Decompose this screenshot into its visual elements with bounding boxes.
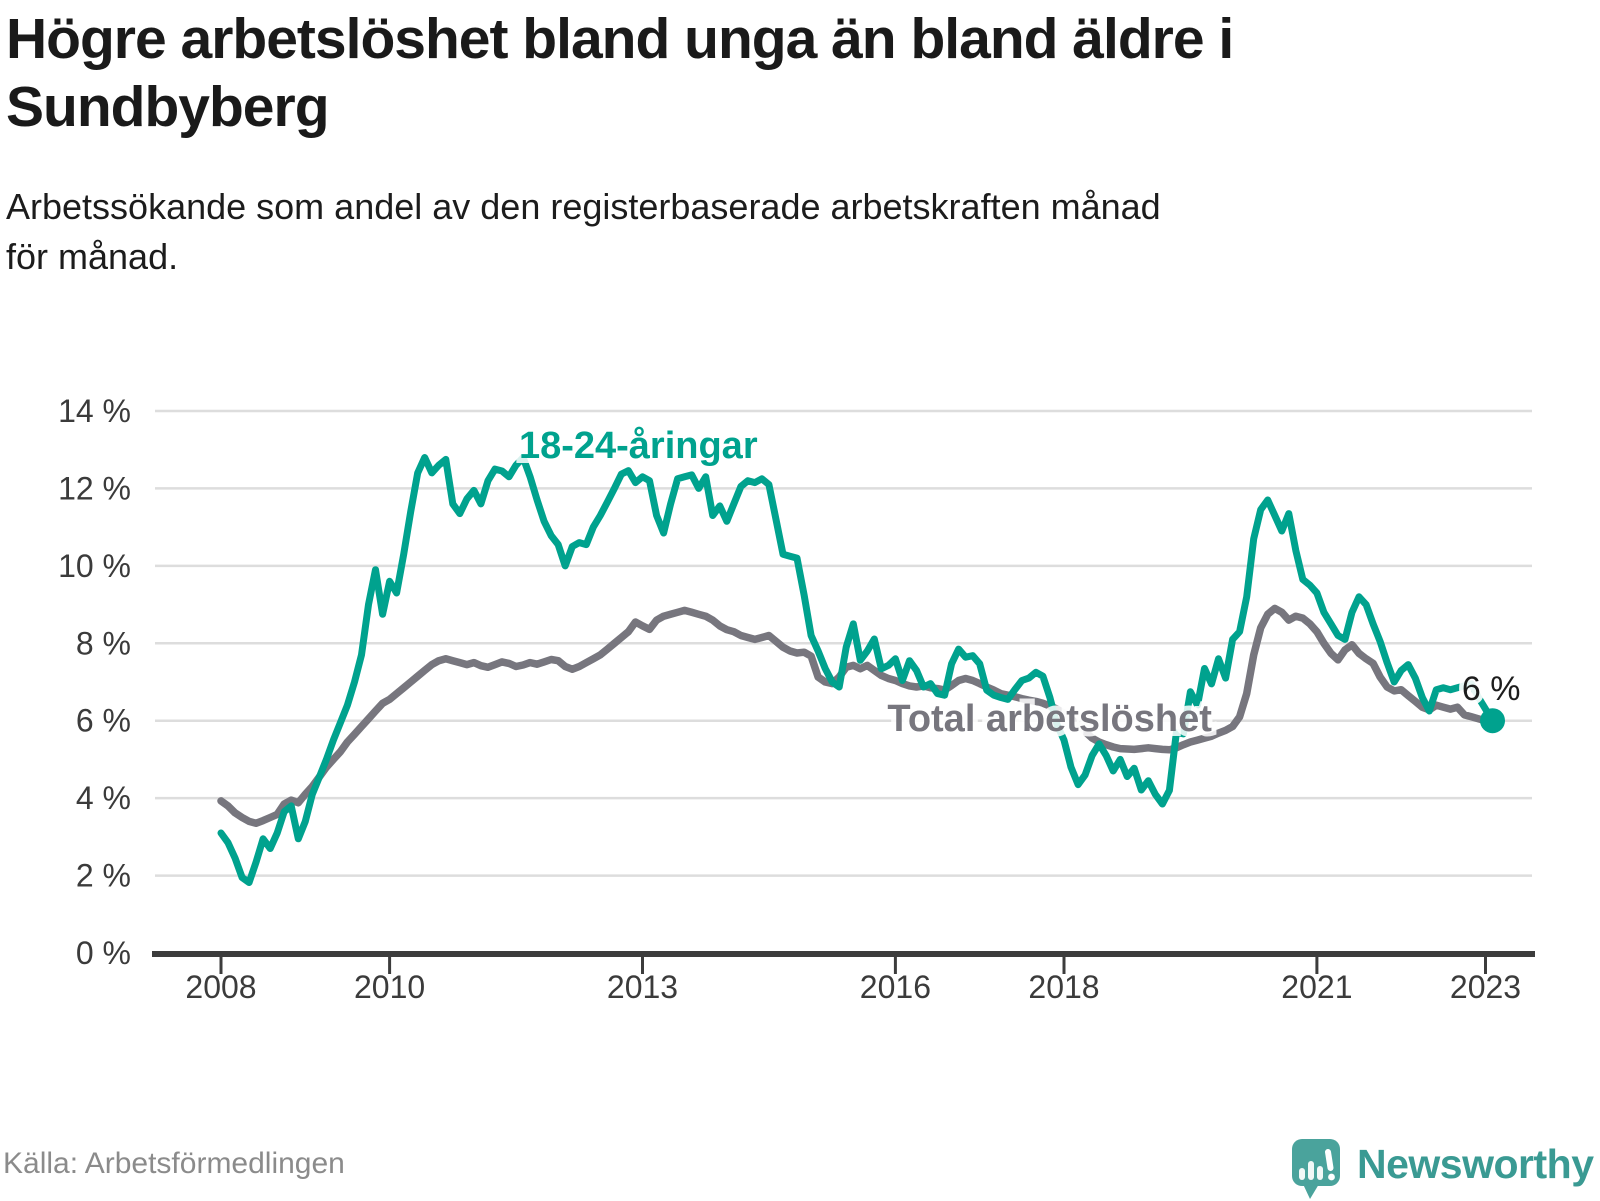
latest-value-dot	[1480, 708, 1506, 734]
y-tick-label-10: 10 %	[58, 548, 131, 584]
x-tick-label-2018: 2018	[1028, 969, 1099, 1005]
series-line-Total arbetslöshet	[217, 604, 1497, 828]
x-tick-label-2023: 2023	[1450, 969, 1521, 1005]
x-tick-label-2010: 2010	[354, 969, 425, 1005]
y-tick-label-6: 6 %	[76, 703, 131, 739]
series-line-18-24-åringar	[217, 454, 1496, 886]
x-tick-label-2021: 2021	[1281, 969, 1352, 1005]
series-label-Total arbetslöshet: Total arbetslöshet	[887, 698, 1212, 740]
chart-subtitle: Arbetssökande som andel av den registerb…	[6, 182, 1566, 281]
y-tick-label-8: 8 %	[76, 625, 131, 661]
source-note: Källa: Arbetsförmedlingen	[3, 1147, 345, 1180]
y-tick-label-0: 0 %	[76, 935, 131, 971]
latest-value-label: 6 %	[1462, 670, 1521, 708]
subtitle-line-1: Arbetssökande som andel av den registerb…	[6, 186, 1161, 227]
y-tick-label-12: 12 %	[58, 470, 131, 506]
title-line-2: Sundbyberg	[6, 74, 330, 139]
newsworthy-logo-text: Newsworthy	[1357, 1141, 1594, 1187]
x-tick-label-2013: 2013	[607, 969, 678, 1005]
newsworthy-logo-icon	[1292, 1139, 1340, 1199]
y-tick-label-4: 4 %	[76, 780, 131, 816]
y-tick-label-14: 14 %	[58, 393, 131, 429]
series-label-18-24-åringar: 18-24-åringar	[519, 425, 758, 467]
page-title: Högre arbetslöshet bland unga än bland ä…	[6, 6, 1566, 142]
x-tick-label-2016: 2016	[860, 969, 931, 1005]
x-tick-label-2008: 2008	[185, 969, 256, 1005]
title-line-1: Högre arbetslöshet bland unga än bland ä…	[6, 7, 1234, 71]
subtitle-line-2: för månad.	[6, 235, 179, 277]
y-tick-label-2: 2 %	[76, 858, 131, 894]
